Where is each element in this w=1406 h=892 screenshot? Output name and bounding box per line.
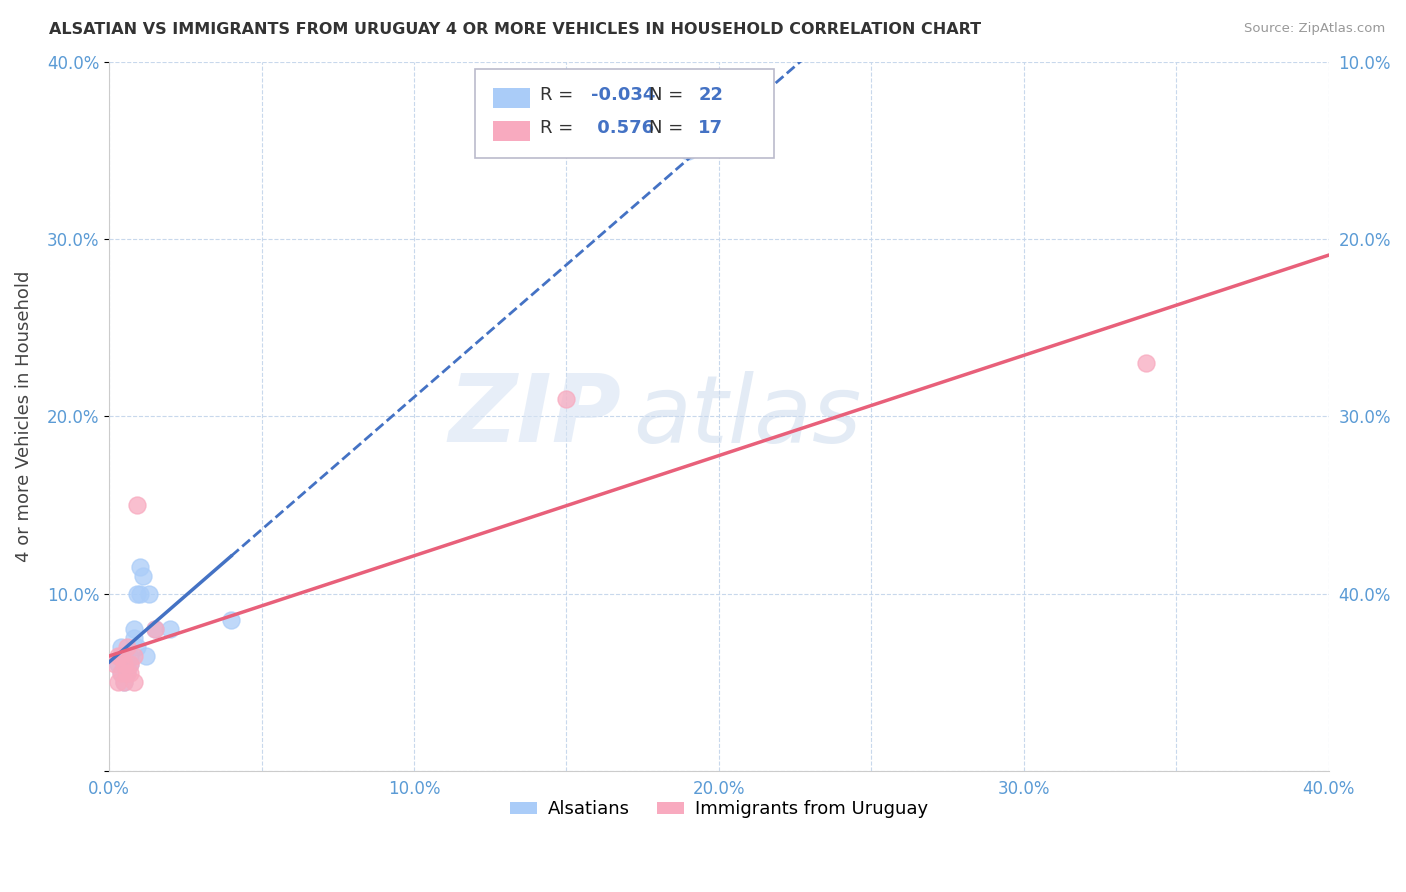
Bar <box>494 88 530 108</box>
Point <box>120 657 142 672</box>
Text: 17: 17 <box>699 119 723 137</box>
FancyBboxPatch shape <box>475 70 773 158</box>
Point <box>110 648 132 663</box>
Point <box>112 675 135 690</box>
Point <box>125 498 148 512</box>
Point <box>110 666 132 681</box>
Point <box>1135 356 1157 370</box>
Point <box>125 640 148 654</box>
Point <box>104 657 127 672</box>
Point <box>117 640 139 654</box>
Point <box>110 640 132 654</box>
Point <box>117 666 139 681</box>
Bar <box>494 121 530 141</box>
Point <box>128 560 150 574</box>
Point <box>117 666 139 681</box>
Text: 22: 22 <box>699 87 723 104</box>
Point <box>122 622 145 636</box>
Point <box>131 569 153 583</box>
Legend: Alsatians, Immigrants from Uruguay: Alsatians, Immigrants from Uruguay <box>503 793 935 825</box>
Point <box>117 657 139 672</box>
Text: R =: R = <box>540 87 579 104</box>
Point <box>107 648 129 663</box>
Point <box>219 613 242 627</box>
Text: atlas: atlas <box>634 371 862 462</box>
Point <box>112 675 135 690</box>
Point <box>122 675 145 690</box>
Text: ALSATIAN VS IMMIGRANTS FROM URUGUAY 4 OR MORE VEHICLES IN HOUSEHOLD CORRELATION : ALSATIAN VS IMMIGRANTS FROM URUGUAY 4 OR… <box>49 22 981 37</box>
Point <box>143 622 166 636</box>
Point <box>120 648 142 663</box>
Point <box>678 144 700 158</box>
Text: -0.034: -0.034 <box>591 87 655 104</box>
Text: R =: R = <box>540 119 579 137</box>
Y-axis label: 4 or more Vehicles in Household: 4 or more Vehicles in Household <box>15 271 32 562</box>
Text: N =: N = <box>650 87 689 104</box>
Text: N =: N = <box>650 119 689 137</box>
Point <box>122 631 145 645</box>
Text: Source: ZipAtlas.com: Source: ZipAtlas.com <box>1244 22 1385 36</box>
Point <box>135 648 157 663</box>
Point <box>122 648 145 663</box>
Point <box>112 648 135 663</box>
Point <box>128 586 150 600</box>
Point <box>120 666 142 681</box>
Point <box>107 675 129 690</box>
Text: ZIP: ZIP <box>449 370 621 462</box>
Point <box>125 586 148 600</box>
Point <box>112 657 135 672</box>
Point <box>159 622 181 636</box>
Point <box>120 657 142 672</box>
Point <box>107 657 129 672</box>
Point <box>138 586 160 600</box>
Point <box>143 622 166 636</box>
Point <box>110 666 132 681</box>
Text: 0.576: 0.576 <box>591 119 654 137</box>
Point <box>555 392 578 406</box>
